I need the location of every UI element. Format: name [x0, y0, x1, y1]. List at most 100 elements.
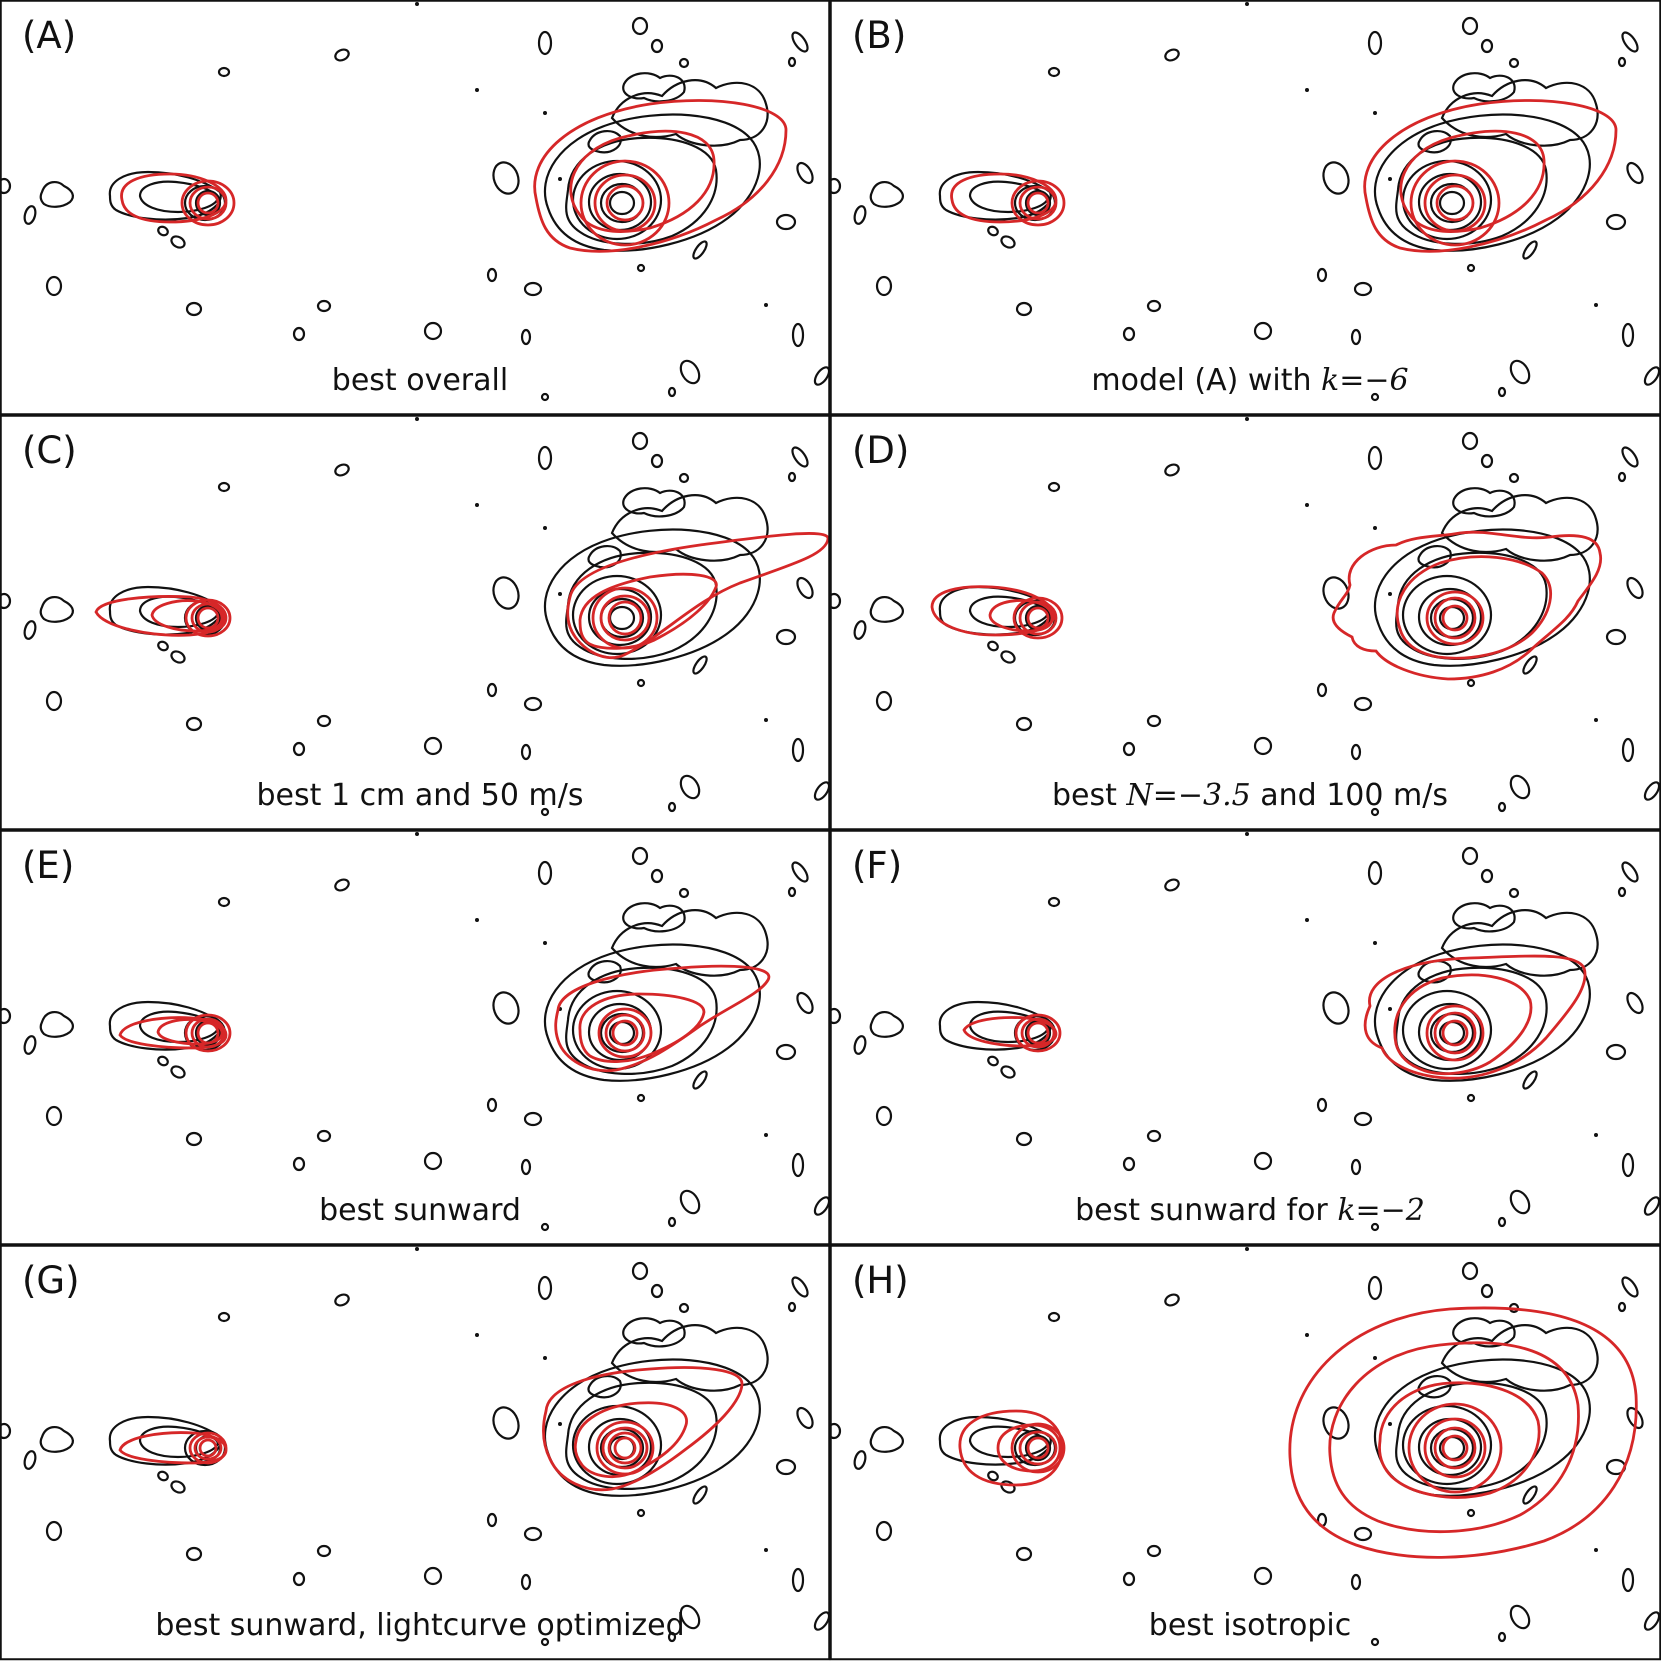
caption-text: model (A) with: [1091, 363, 1321, 398]
model-contour: [1010, 179, 1066, 227]
model-contour: [1433, 1011, 1477, 1055]
observed-contour: [610, 1324, 769, 1392]
observed-speckle: [667, 1216, 677, 1228]
observed-speckle: [775, 628, 797, 646]
observed-speckle: [1316, 267, 1328, 283]
observed-speckle: [631, 1261, 649, 1281]
model-contour: [599, 594, 651, 642]
model-contour: [595, 1420, 655, 1476]
observed-speckle: [775, 1043, 797, 1061]
observed-speckle: [334, 48, 350, 62]
observed-speckle: [217, 66, 231, 78]
observed-contour: [938, 1415, 1052, 1466]
observed-speckle: [492, 991, 520, 1025]
observed-speckle: [45, 1520, 63, 1542]
model-contour: [94, 595, 228, 637]
observed-speckle: [1047, 66, 1061, 78]
observed-speckle: [1643, 1196, 1661, 1216]
observed-speckle: [217, 896, 231, 908]
observed-speckle: [1643, 366, 1661, 386]
observed-contour: [869, 1425, 904, 1453]
caption-text: best 1 cm and 50 m/s: [257, 778, 584, 813]
observed-contour: [610, 494, 769, 562]
observed-speckle: [45, 1105, 63, 1127]
model-contour: [1433, 596, 1477, 640]
observed-dot: [543, 941, 547, 945]
model-contour: [198, 1438, 218, 1458]
model-contour: [180, 179, 236, 227]
caption-text: best: [1052, 778, 1126, 813]
caption-text: best sunward: [319, 1193, 521, 1228]
observed-speckle: [1370, 1222, 1380, 1232]
observed-speckle: [791, 446, 809, 468]
observed-speckle: [796, 991, 814, 1015]
observed-dot: [558, 1422, 562, 1426]
observed-speckle: [1621, 861, 1639, 883]
observed-contour: [571, 574, 663, 656]
observed-contour: [194, 189, 222, 217]
observed-contour: [587, 960, 622, 984]
observed-contour: [622, 1317, 686, 1348]
observed-speckle: [1164, 878, 1180, 892]
observed-speckle: [1253, 1151, 1273, 1171]
observed-speckle: [334, 463, 350, 477]
observed-speckle: [791, 1567, 805, 1593]
observed-dot: [1594, 1548, 1598, 1552]
observed-dot: [1388, 1007, 1392, 1011]
observed-speckle: [631, 431, 649, 451]
observed-speckle: [853, 620, 867, 640]
model-contour: [1331, 530, 1603, 681]
observed-speckle: [1480, 1283, 1494, 1299]
observed-speckle: [875, 1520, 893, 1542]
model-contour: [591, 586, 659, 650]
model-contour: [1363, 954, 1587, 1080]
panel-label: (E): [22, 844, 74, 887]
model-contour: [196, 606, 220, 630]
observed-dot: [1305, 503, 1309, 507]
observed-speckle: [1522, 655, 1538, 675]
observed-dot: [764, 303, 768, 307]
model-contour: [1441, 1019, 1469, 1047]
observed-speckle: [1316, 682, 1328, 698]
observed-speckle: [486, 1512, 498, 1528]
observed-speckle: [796, 576, 814, 600]
observed-speckle: [1509, 1189, 1531, 1215]
model-contour: [196, 1021, 220, 1045]
observed-speckle: [1367, 445, 1383, 471]
observed-speckle: [1353, 696, 1373, 712]
observed-speckle: [678, 887, 690, 899]
observed-contour: [1417, 545, 1452, 569]
panel-frame: [829, 1244, 1661, 1661]
observed-speckle: [1605, 213, 1627, 231]
model-contour: [554, 964, 771, 1073]
model-contour: [593, 173, 657, 233]
observed-speckle: [1353, 1111, 1373, 1127]
observed-speckle: [1015, 301, 1033, 317]
observed-speckle: [423, 736, 443, 756]
observed-speckle: [520, 743, 532, 761]
observed-contour: [39, 595, 74, 623]
panel-label: (B): [852, 14, 906, 57]
observed-speckle: [1000, 1065, 1016, 1079]
observed-speckle: [853, 205, 867, 225]
observed-speckle: [1253, 321, 1273, 341]
model-contour: [1010, 1422, 1066, 1474]
model-contour: [1441, 1434, 1469, 1462]
observed-speckle: [540, 1637, 550, 1647]
panel-frame: [829, 414, 1661, 831]
observed-contour: [1401, 989, 1493, 1071]
model-contour: [1026, 606, 1050, 630]
observed-contour: [1024, 189, 1052, 217]
observed-speckle: [1047, 481, 1061, 493]
observed-speckle: [492, 1406, 520, 1440]
observed-speckle: [316, 1129, 332, 1143]
observed-speckle: [1370, 392, 1380, 402]
observed-speckle: [537, 30, 553, 56]
observed-dot: [558, 177, 562, 181]
observed-speckle: [1621, 31, 1639, 53]
observed-speckle: [1164, 463, 1180, 477]
observed-speckle: [537, 1275, 553, 1301]
panel-caption: best 1 cm and 50 m/s: [257, 778, 584, 813]
observed-speckle: [157, 225, 169, 237]
panel-frame: [0, 829, 831, 1246]
